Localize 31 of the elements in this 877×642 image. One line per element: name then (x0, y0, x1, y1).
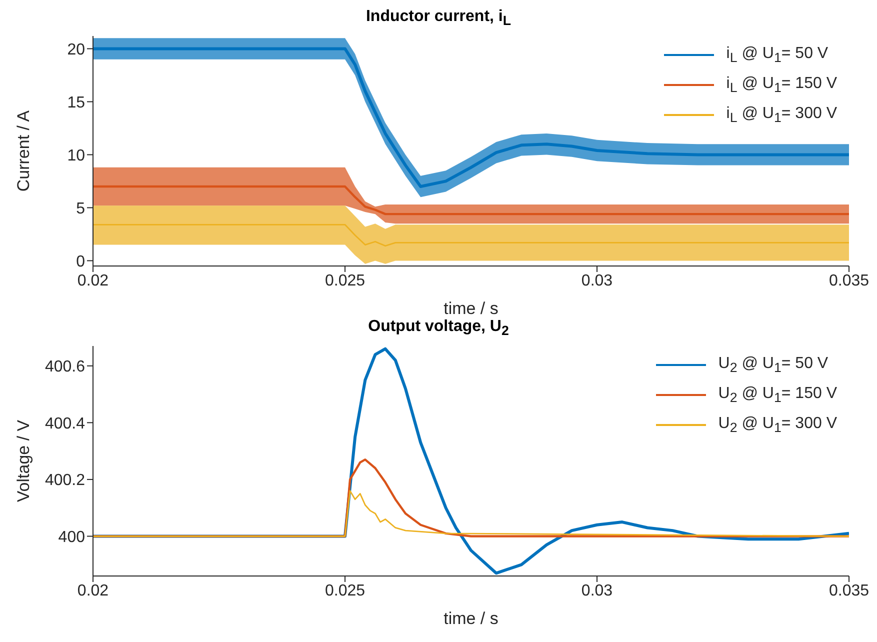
x-tick-label: 0.025 (324, 582, 366, 600)
y-tick-label: 400.4 (44, 415, 86, 432)
legend-label: i$_{L}$ @ U$_{1}$= 150 V (726, 74, 837, 96)
y-axis-title: Current / A (14, 110, 34, 192)
x-tick-label: 0.025 (324, 272, 366, 290)
x-tick-label: 0.03 (581, 272, 613, 290)
y-tick-label: 15 (67, 94, 86, 112)
y-tick-label: 10 (67, 147, 86, 164)
legend-label: U$_{2}$ @ U$_{1}$= 150 V (718, 384, 837, 406)
legend-label: i$_{L}$ @ U$_{1}$= 300 V (726, 104, 837, 126)
legend-label: U$_{2}$ @ U$_{1}$= 50 V (718, 354, 828, 376)
line-series (93, 458, 849, 538)
x-tick-label: 0.03 (581, 582, 613, 600)
chart-title: Output voltage, U$_{2}$ (368, 318, 509, 338)
y-axis-title: Voltage / V (14, 419, 34, 502)
x-tick-label: 0.035 (828, 272, 870, 290)
x-tick-label: 0.02 (77, 272, 109, 290)
x-tick-label: 0.035 (828, 582, 870, 600)
y-tick-label: 20 (67, 41, 86, 58)
y-tick-label: 400.2 (44, 472, 86, 490)
legend-label: U$_{2}$ @ U$_{1}$= 300 V (718, 414, 837, 436)
x-axis-title: time / s (444, 609, 498, 628)
x-tick-label: 0.02 (77, 582, 109, 600)
legend-label: i$_{L}$ @ U$_{1}$= 50 V (726, 44, 828, 66)
y-tick-label: 5 (76, 200, 86, 218)
y-tick-label: 0 (76, 253, 86, 270)
y-tick-label: 400.6 (44, 358, 86, 376)
chart-title: Inductor current, i$_{L}$ (366, 8, 512, 28)
line-series (93, 490, 849, 537)
y-tick-label: 400 (58, 528, 86, 546)
x-axis-title: time / s (444, 299, 498, 318)
